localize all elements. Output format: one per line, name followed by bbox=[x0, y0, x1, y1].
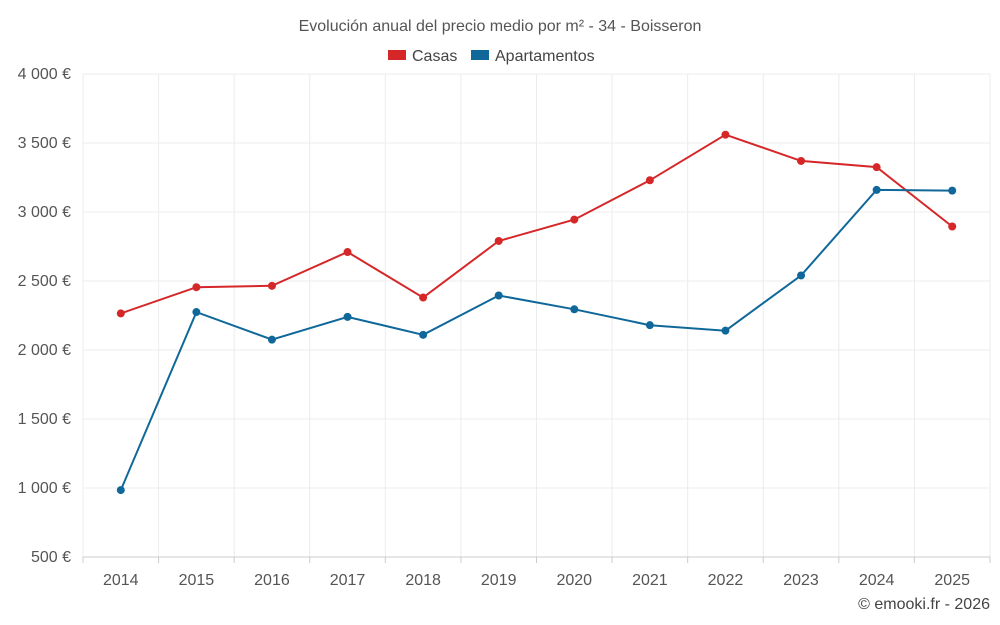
legend-swatch-casas[interactable] bbox=[388, 50, 406, 60]
x-tick-label: 2023 bbox=[783, 572, 819, 589]
data-point-apartamentos[interactable] bbox=[192, 308, 201, 317]
data-point-casas[interactable] bbox=[116, 309, 125, 318]
x-tick-label: 2015 bbox=[179, 572, 215, 589]
data-point-casas[interactable] bbox=[872, 163, 881, 172]
credit-text: © emooki.fr - 2026 bbox=[858, 596, 990, 613]
data-point-casas[interactable] bbox=[797, 156, 806, 165]
data-point-apartamentos[interactable] bbox=[570, 305, 579, 314]
legend[interactable]: Casas Apartamentos bbox=[388, 48, 595, 65]
legend-swatch-apartamentos[interactable] bbox=[471, 50, 489, 60]
y-tick-label: 1 500 € bbox=[18, 411, 71, 428]
data-point-casas[interactable] bbox=[267, 281, 276, 290]
x-tick-label: 2021 bbox=[632, 572, 668, 589]
y-tick-label: 1 000 € bbox=[18, 480, 71, 497]
x-tick-label: 2017 bbox=[330, 572, 366, 589]
x-tick-label: 2022 bbox=[708, 572, 744, 589]
x-tick-label: 2020 bbox=[556, 572, 592, 589]
y-tick-label: 2 500 € bbox=[18, 273, 71, 290]
y-tick-label: 2 000 € bbox=[18, 342, 71, 359]
data-point-apartamentos[interactable] bbox=[797, 271, 806, 280]
data-point-casas[interactable] bbox=[494, 236, 503, 245]
data-point-apartamentos[interactable] bbox=[645, 321, 654, 330]
data-point-apartamentos[interactable] bbox=[267, 335, 276, 344]
grid bbox=[82, 73, 991, 557]
series-line-apartamentos bbox=[119, 188, 953, 491]
x-tick-label: 2014 bbox=[103, 572, 139, 589]
series-layer bbox=[116, 130, 957, 495]
data-point-apartamentos[interactable] bbox=[872, 185, 881, 194]
data-point-apartamentos[interactable] bbox=[494, 291, 503, 300]
legend-label-apartamentos[interactable]: Apartamentos bbox=[495, 48, 595, 65]
chart-title: Evolución anual del precio medio por m² … bbox=[299, 18, 702, 35]
y-tick-label: 3 000 € bbox=[18, 204, 71, 221]
data-point-casas[interactable] bbox=[570, 215, 579, 224]
x-tick-label: 2018 bbox=[405, 572, 441, 589]
axes: 500 € 1 000 € 1 500 € 2 000 € 2 500 € 3 000 €… bbox=[18, 66, 991, 589]
data-point-casas[interactable] bbox=[948, 222, 957, 231]
data-point-casas[interactable] bbox=[645, 176, 654, 185]
x-tick-label: 2025 bbox=[934, 572, 970, 589]
series-line-casas bbox=[120, 133, 953, 315]
x-tick-label: 2016 bbox=[254, 572, 290, 589]
y-tick-label: 500 € bbox=[31, 549, 71, 566]
data-point-casas[interactable] bbox=[343, 248, 352, 257]
legend-label-casas[interactable]: Casas bbox=[412, 48, 457, 65]
x-tick-label: 2024 bbox=[859, 572, 895, 589]
x-tick-label: 2019 bbox=[481, 572, 517, 589]
data-point-casas[interactable] bbox=[721, 130, 730, 139]
data-point-casas[interactable] bbox=[192, 283, 201, 292]
data-point-casas[interactable] bbox=[419, 293, 428, 302]
data-point-apartamentos[interactable] bbox=[948, 186, 957, 195]
y-tick-label: 4 000 € bbox=[18, 66, 71, 83]
data-point-apartamentos[interactable] bbox=[343, 312, 352, 321]
data-point-apartamentos[interactable] bbox=[116, 486, 125, 495]
data-point-apartamentos[interactable] bbox=[721, 326, 730, 335]
data-point-apartamentos[interactable] bbox=[419, 330, 428, 339]
y-tick-label: 3 500 € bbox=[18, 135, 71, 152]
